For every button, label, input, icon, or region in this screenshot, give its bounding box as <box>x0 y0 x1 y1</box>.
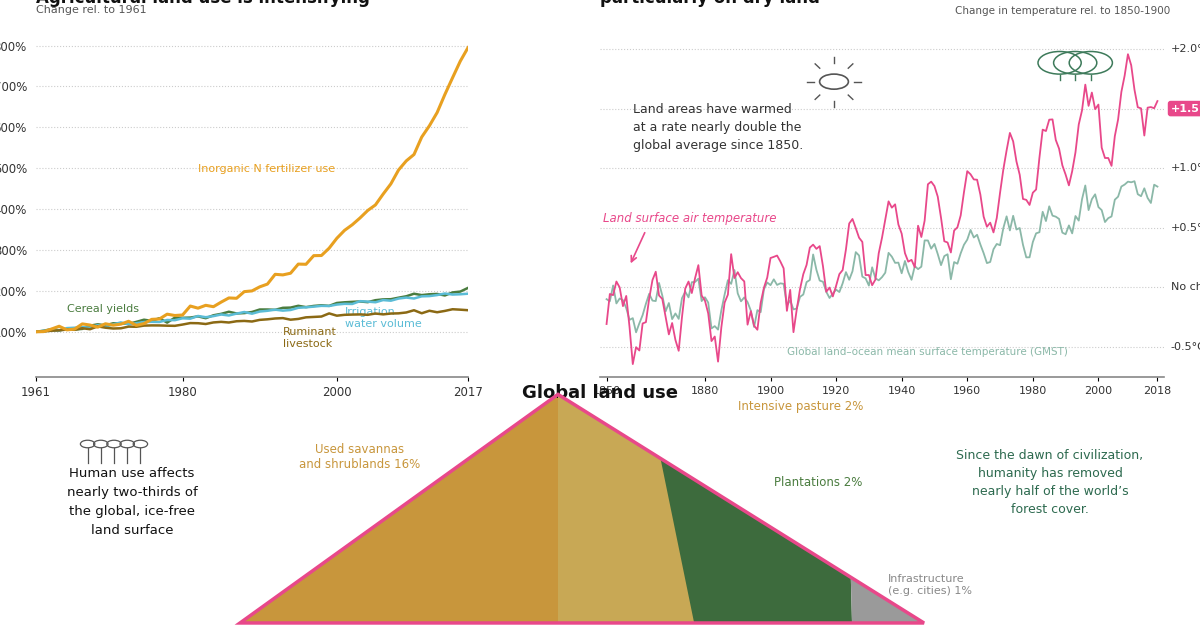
Text: No change: No change <box>1170 283 1200 293</box>
Text: Intensive pasture 2%: Intensive pasture 2% <box>738 401 863 413</box>
Text: Land areas have warmed
at a rate nearly double the
global average since 1850.: Land areas have warmed at a rate nearly … <box>632 102 803 151</box>
Polygon shape <box>558 394 660 458</box>
Text: Since the dawn of civilization,
humanity has removed
nearly half of the world’s
: Since the dawn of civilization, humanity… <box>956 449 1144 516</box>
Text: Irrigation
water volume: Irrigation water volume <box>344 306 421 329</box>
Text: Global land use: Global land use <box>522 384 678 403</box>
Polygon shape <box>851 577 924 623</box>
Text: +1.5°C: +1.5°C <box>1170 104 1200 114</box>
Polygon shape <box>660 458 852 623</box>
Text: +2.0°C: +2.0°C <box>1170 44 1200 54</box>
Text: Global land–ocean mean surface temperature (GMST): Global land–ocean mean surface temperatu… <box>787 347 1068 357</box>
Text: Land surface air temperature: Land surface air temperature <box>604 212 776 225</box>
Text: Cereal yields: Cereal yields <box>67 304 139 314</box>
Text: Change rel. to 1961: Change rel. to 1961 <box>36 4 146 14</box>
Text: +1.0°C: +1.0°C <box>1170 163 1200 173</box>
Text: -0.5°C: -0.5°C <box>1170 342 1200 352</box>
Text: Agricultural land use is intensifying: Agricultural land use is intensifying <box>36 0 370 7</box>
Text: Things are heating up,
particularly on dry land: Things are heating up, particularly on d… <box>600 0 820 7</box>
Polygon shape <box>558 394 778 623</box>
Text: +0.5°C: +0.5°C <box>1170 223 1200 233</box>
Text: Ruminant
livestock: Ruminant livestock <box>283 327 337 349</box>
Text: +1.5°C: +1.5°C <box>1170 104 1200 114</box>
Text: Human use affects
nearly two-thirds of
the global, ice-free
land surface: Human use affects nearly two-thirds of t… <box>67 467 197 538</box>
Text: Infrastructure
(e.g. cities) 1%: Infrastructure (e.g. cities) 1% <box>888 575 972 596</box>
Text: Change in temperature rel. to 1850-1900: Change in temperature rel. to 1850-1900 <box>955 6 1170 16</box>
Polygon shape <box>240 394 558 623</box>
Text: Inorganic N fertilizer use: Inorganic N fertilizer use <box>198 165 335 175</box>
Text: Used savannas
and shrublands 16%: Used savannas and shrublands 16% <box>299 443 421 471</box>
Text: Plantations 2%: Plantations 2% <box>774 476 863 489</box>
